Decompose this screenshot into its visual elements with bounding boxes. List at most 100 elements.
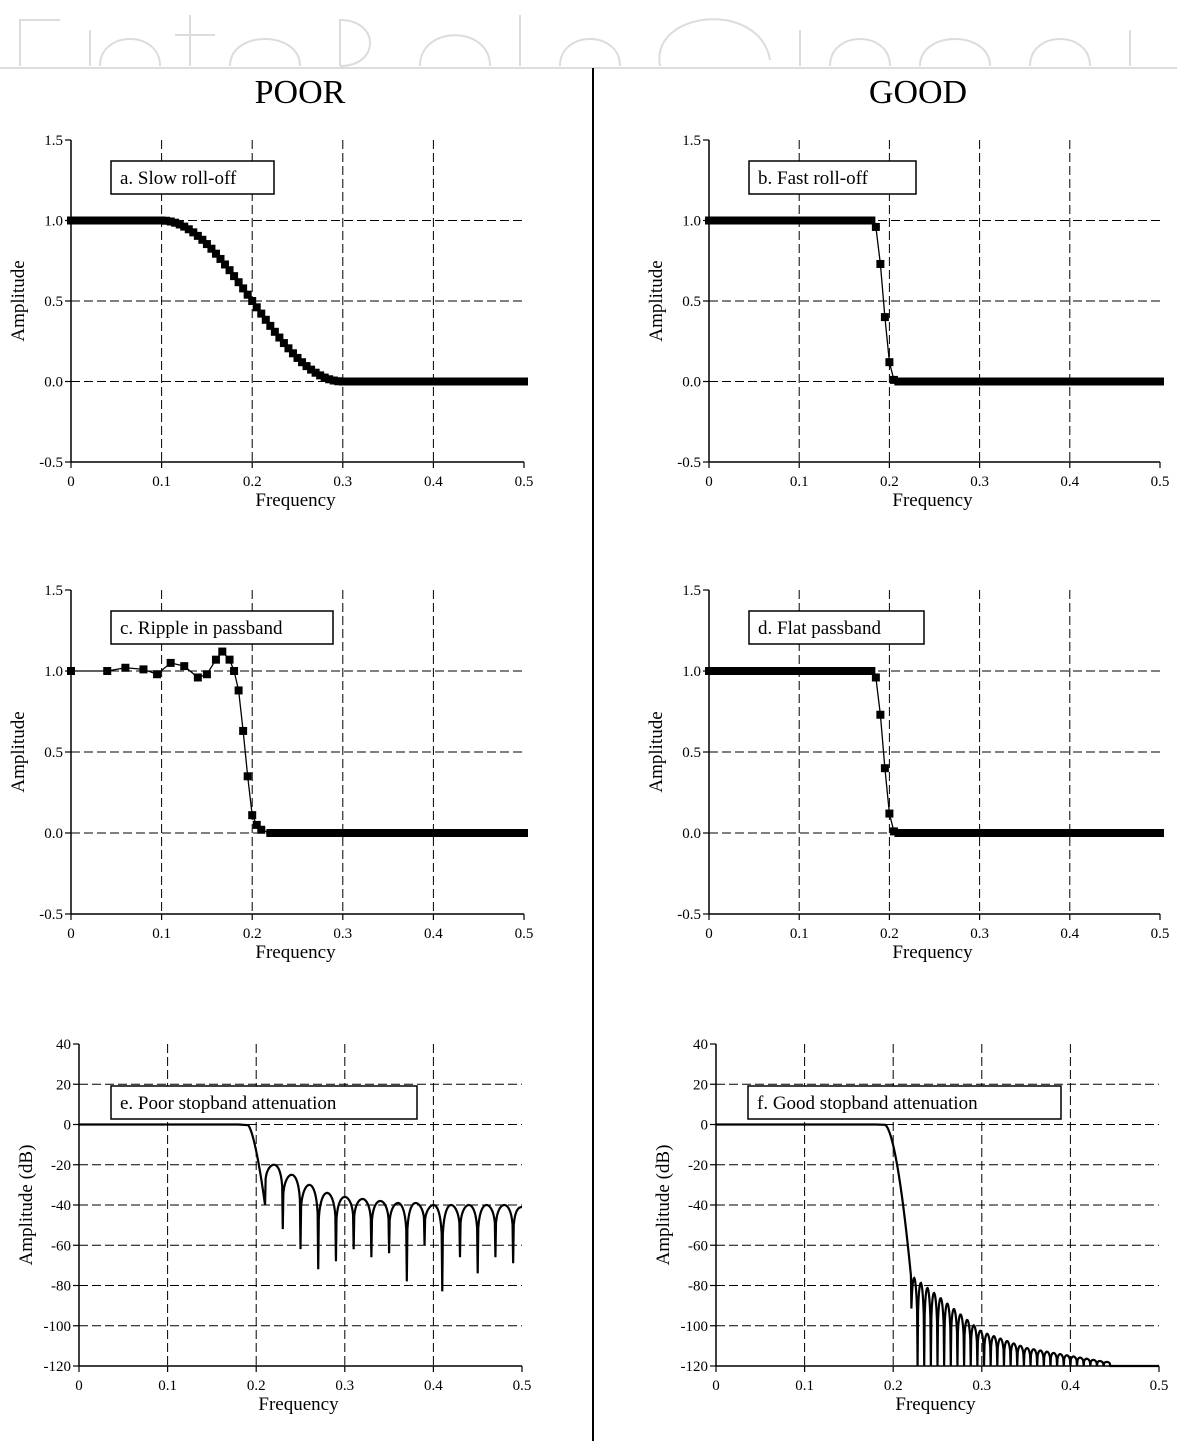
y-axis-label: Amplitude (dB)	[653, 1145, 674, 1266]
data-point	[202, 670, 211, 679]
y-tick-label: -80	[51, 1279, 71, 1295]
panel-label-c: c. Ripple in passband	[110, 610, 334, 645]
data-point	[1043, 377, 1052, 386]
data-point	[411, 829, 420, 837]
data-point	[754, 667, 763, 675]
data-point	[157, 216, 166, 225]
data-point	[975, 377, 984, 386]
data-point	[718, 216, 727, 225]
data-point	[1025, 829, 1034, 837]
data-point	[248, 297, 257, 305]
data-point	[907, 829, 916, 837]
data-point	[488, 829, 497, 837]
panel-label-a: a. Slow roll-off	[110, 160, 275, 195]
y-tick-label: -120	[681, 1359, 709, 1375]
y-tick-label: 1.0	[682, 214, 701, 230]
data-point	[903, 829, 912, 837]
y-tick-label: 0.0	[44, 375, 63, 391]
data-point	[393, 829, 402, 837]
panel-label-b: b. Fast roll-off	[748, 160, 917, 195]
data-point	[736, 216, 745, 225]
data-point	[465, 377, 474, 386]
x-tick-label: 0.2	[880, 926, 899, 942]
x-axis-label: Frequency	[892, 490, 973, 511]
panel-label-d: d. Flat passband	[748, 610, 925, 645]
series-line	[79, 1123, 523, 1292]
data-point	[1074, 829, 1083, 837]
data-point	[944, 829, 953, 837]
y-tick-label: 0.0	[682, 826, 701, 842]
data-point	[1137, 377, 1146, 386]
data-point	[298, 829, 307, 837]
data-point	[1115, 377, 1124, 386]
data-point	[456, 377, 465, 386]
data-point	[1101, 829, 1110, 837]
data-point	[420, 377, 429, 386]
data-point	[248, 811, 257, 820]
data-point	[844, 667, 853, 675]
data-point	[388, 829, 397, 837]
data-point	[808, 216, 817, 225]
data-point	[1142, 829, 1151, 837]
panel-label-text: c. Ripple in passband	[120, 618, 283, 639]
x-tick-label: 0.4	[1061, 1378, 1080, 1394]
data-point	[916, 829, 925, 837]
data-point	[316, 829, 325, 837]
series-f	[716, 1123, 1159, 1368]
y-tick-label: 0	[64, 1118, 72, 1134]
data-point	[894, 377, 903, 386]
data-point	[361, 829, 370, 837]
x-axis-label: Frequency	[895, 1394, 976, 1415]
x-tick-label: 0.2	[880, 474, 899, 490]
data-point	[826, 667, 835, 675]
data-point	[853, 216, 862, 225]
data-point	[957, 377, 966, 386]
y-tick-label: -0.5	[677, 455, 701, 471]
data-point	[880, 313, 889, 322]
data-point	[840, 667, 849, 675]
data-point	[1038, 829, 1047, 837]
data-point	[520, 829, 528, 837]
data-point	[948, 829, 957, 837]
data-point	[384, 377, 393, 386]
chart-panel-f: 0 0.1 0.2 0.3 0.4 0.5 -120 -100 -80 -60 -40 -20 0 20 4…	[653, 1037, 1168, 1415]
panel-label-f: f. Good stopband attenuation	[747, 1085, 1062, 1120]
data-point	[1146, 377, 1155, 386]
data-point	[211, 249, 220, 258]
data-point	[862, 667, 871, 675]
data-point	[307, 829, 316, 837]
data-point	[1070, 377, 1079, 386]
data-point	[76, 216, 85, 225]
x-tick-label: 0.1	[790, 474, 809, 490]
data-point	[754, 216, 763, 225]
data-point	[768, 667, 777, 675]
data-point	[474, 377, 483, 386]
data-point	[939, 377, 948, 386]
data-point	[732, 667, 741, 675]
y-tick-label: -40	[51, 1198, 71, 1214]
data-point	[510, 829, 519, 837]
data-point	[781, 216, 790, 225]
x-tick-label: 0.4	[1060, 474, 1079, 490]
data-point	[1011, 377, 1020, 386]
data-point	[709, 216, 718, 225]
data-point	[759, 216, 768, 225]
chart-panel-b: 0 0.1 0.2 0.3 0.4 0.5 -0.5 0.0 0.5 1.0 1.5 Frequenc…	[646, 133, 1169, 511]
data-point	[162, 216, 171, 225]
data-point	[279, 339, 288, 348]
chart-panel-e: 0 0.1 0.2 0.3 0.4 0.5 -120 -100 -80 -60 -40 -20 0 20 4…	[16, 1037, 531, 1415]
data-point	[207, 244, 216, 253]
data-point	[750, 216, 759, 225]
data-point	[347, 829, 356, 837]
data-point	[329, 376, 338, 385]
series-line	[716, 1123, 1159, 1368]
data-point	[438, 377, 447, 386]
header-good: GOOD	[869, 74, 967, 111]
data-point	[438, 829, 447, 837]
data-point	[216, 254, 225, 263]
data-point	[311, 368, 320, 377]
data-point	[898, 829, 907, 837]
data-point	[858, 667, 867, 675]
data-point	[1106, 829, 1115, 837]
x-tick-label: 0	[705, 474, 713, 490]
